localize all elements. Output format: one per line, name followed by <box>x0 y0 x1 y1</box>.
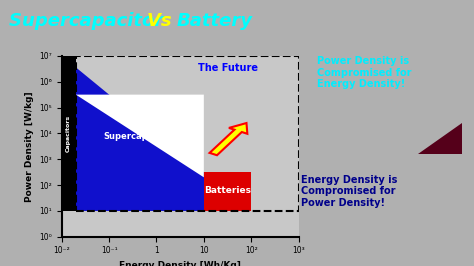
Bar <box>204 172 251 211</box>
Polygon shape <box>419 123 462 154</box>
Text: Supercapacitors: Supercapacitors <box>104 132 181 140</box>
Y-axis label: Power Density [W/kg]: Power Density [W/kg] <box>25 91 34 202</box>
Bar <box>76 56 299 211</box>
Text: Energy Density is
Compromised for
Power Density!: Energy Density is Compromised for Power … <box>301 174 397 208</box>
Text: Supercapacitor: Supercapacitor <box>9 12 169 30</box>
FancyArrow shape <box>210 123 247 155</box>
Text: Power Density is
Compromised for
Energy Density!: Power Density is Compromised for Energy … <box>317 56 411 89</box>
Polygon shape <box>62 56 251 211</box>
Text: Batteries: Batteries <box>204 186 251 195</box>
Polygon shape <box>76 95 204 177</box>
Bar <box>62 56 76 211</box>
Text: Vs: Vs <box>147 12 178 30</box>
X-axis label: Energy Density [Wh/Kg]: Energy Density [Wh/Kg] <box>119 261 241 266</box>
Text: The Future: The Future <box>198 63 257 73</box>
Text: Battery: Battery <box>176 12 252 30</box>
Text: Capacitors: Capacitors <box>66 115 71 152</box>
